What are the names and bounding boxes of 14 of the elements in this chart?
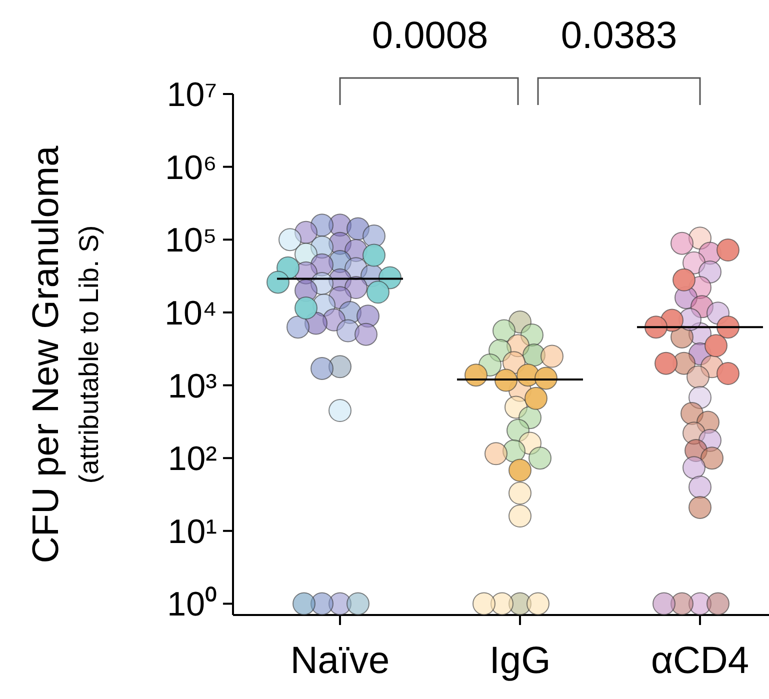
y-tick-label: 10⁵ xyxy=(165,222,217,260)
text: 0.0008 xyxy=(372,15,488,57)
y-tick-label: 10¹ xyxy=(168,512,217,551)
text: 0.0383 xyxy=(560,15,678,57)
x-tick-label: IgG xyxy=(489,640,551,682)
y-tick-label: 10⁴ xyxy=(164,294,217,332)
x-tick-label: αCD4 xyxy=(651,640,749,682)
y-tick-label: 10⁰ xyxy=(167,586,217,624)
x-tick-label: Naïve xyxy=(290,640,390,682)
y-tick-label: 10² xyxy=(168,440,217,478)
y-axis-title: CFU per New Granuloma (attributable to Lib. S) xyxy=(25,145,104,564)
y-tick-label: 10⁷ xyxy=(166,76,217,114)
y-tick-label: 10³ xyxy=(168,367,217,406)
y-tick-label: 10⁶ xyxy=(165,148,217,187)
